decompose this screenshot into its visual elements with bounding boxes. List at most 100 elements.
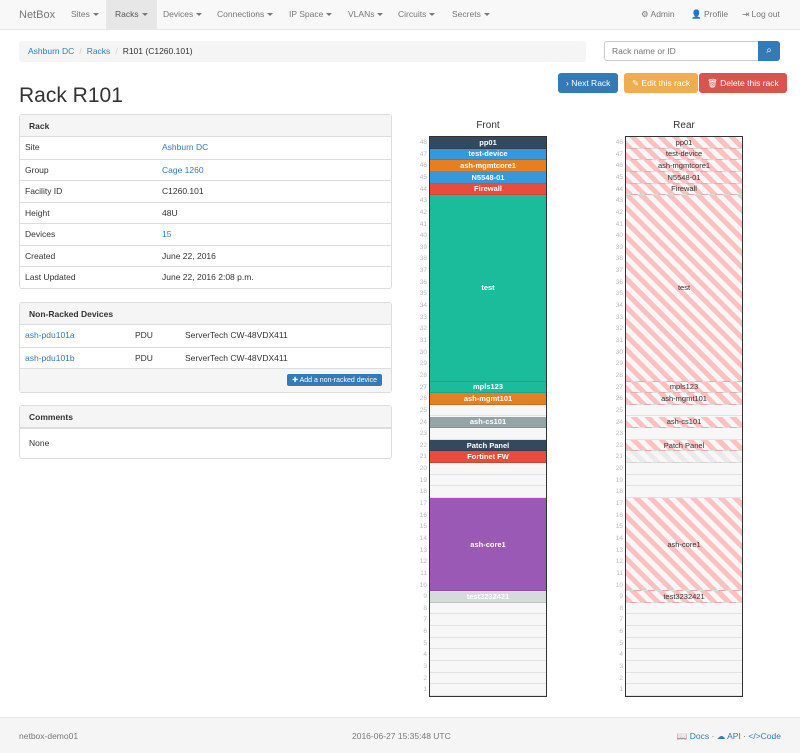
rack-device-rear[interactable]: ash-cs101 [626,416,742,429]
rack-unit[interactable] [626,649,742,662]
unit-number: 4 [619,651,623,659]
rack-unit[interactable] [430,405,546,417]
code-link[interactable]: </>Code [748,731,781,741]
unit-number: 22 [419,441,427,449]
edit-rack-button[interactable]: ✎ Edit this rack [624,73,699,93]
unit-number: 40 [419,232,427,240]
search-button[interactable]: ⌕ [758,41,780,61]
rack-device-rear[interactable]: test-device [626,148,742,161]
brand[interactable]: NetBox [19,9,56,21]
nav-vlans[interactable]: VLANs [339,0,392,29]
rack-unit[interactable] [430,649,546,662]
nav-sites[interactable]: Sites [62,0,108,29]
attr-value[interactable]: Cage 1260 [162,164,204,175]
rack-device-rear[interactable]: ash-mgmt101 [626,393,742,405]
rack-unit[interactable] [626,626,742,638]
profile-link[interactable]: 👤 Profile [691,9,729,19]
rack-device-front[interactable]: ash-core1 [430,498,546,592]
rack-device-front[interactable]: Patch Panel [430,439,546,452]
rack-device-rear[interactable]: test [626,195,742,382]
add-nonracked-button[interactable]: ✚ Add a non-racked device [287,374,382,386]
footer-host: netbox-demo01 [19,731,79,741]
rack-device-front[interactable]: Fortinet FW [430,451,546,464]
rack-device-front[interactable]: ash-cs101 [430,416,546,429]
rack-device-rear[interactable] [626,451,742,464]
next-rack-button[interactable]: › Next Rack [558,73,619,93]
caret-down-icon [92,13,99,17]
rack-unit[interactable] [430,626,546,638]
rack-unit[interactable] [430,475,546,487]
rack-unit[interactable] [626,405,742,417]
rack-unit[interactable] [430,684,546,696]
nav-ip-space[interactable]: IP Space [280,0,341,29]
rack-device-rear[interactable]: ash-core1 [626,498,742,592]
unit-number: 30 [615,348,623,356]
rack-unit[interactable] [626,614,742,627]
panel-heading: Rack [20,115,391,137]
panel-heading: Comments [20,406,391,428]
rack-device-front[interactable]: N5548-01 [430,171,546,184]
rack-unit[interactable] [626,486,742,499]
unit-number: 37 [615,267,623,275]
nonracked-row: ash-pdu101b PDU ServerTech CW-48VDX411 [20,346,391,369]
rack-unit[interactable] [626,428,742,440]
device-link[interactable]: ash-pdu101b [25,352,75,363]
rack-attr-row: Height 48U [20,201,391,224]
rack-unit[interactable] [626,661,742,673]
attr-value[interactable]: 15 [162,229,172,239]
nav-secrets[interactable]: Secrets [443,0,499,29]
rack-unit[interactable] [626,638,742,650]
rack-unit[interactable] [430,661,546,673]
rack-device-front[interactable]: test-device [430,148,546,161]
rack-device-front[interactable]: pp01 [430,137,546,149]
rack-unit[interactable] [626,673,742,685]
rack-unit[interactable] [626,684,742,696]
rack-unit[interactable] [430,428,546,440]
rack-device-front[interactable]: ash-mgmt101 [430,393,546,405]
rack-unit[interactable] [626,603,742,615]
rack-unit[interactable] [430,614,546,627]
unit-number: 48 [615,139,623,146]
breadcrumb-racks[interactable]: Racks [86,46,111,56]
nav-racks[interactable]: Racks [106,0,157,29]
comments-body: None [20,428,391,458]
rack-device-front[interactable]: mpls123 [430,381,546,394]
api-link[interactable]: ☁ API [716,731,741,741]
nav-devices[interactable]: Devices [154,0,211,29]
rack-device-front[interactable]: test [430,195,546,382]
admin-link[interactable]: ⚙ Admin [641,9,675,19]
docs-link[interactable]: 📖 Docs [676,731,710,741]
rack-search-input[interactable] [604,41,759,61]
unit-number: 24 [615,418,623,426]
rack-device-rear[interactable]: Patch Panel [626,439,742,452]
device-link[interactable]: ash-pdu101a [25,330,75,340]
unit-number: 39 [419,243,427,251]
rack-unit[interactable] [626,475,742,487]
unit-number: 21 [419,453,427,461]
attr-label: Facility ID [25,186,63,196]
breadcrumb-site[interactable]: Ashburn DC [28,46,75,56]
rack-device-rear[interactable]: mpls123 [626,381,742,394]
rack-device-front[interactable]: Firewall [430,183,546,196]
rack-device-front[interactable]: ash-mgmtcore1 [430,160,546,172]
rack-unit[interactable] [626,463,742,475]
rack-device-rear[interactable]: ash-mgmtcore1 [626,160,742,172]
rack-unit[interactable] [430,638,546,650]
rack-device-rear[interactable]: N5548-01 [626,171,742,184]
rack-device-rear[interactable]: pp01 [626,137,742,149]
unit-number: 23 [419,430,427,438]
rack-device-rear[interactable]: Firewall [626,183,742,196]
nav-circuits[interactable]: Circuits [389,0,444,29]
delete-rack-button[interactable]: 🗑 Delete this rack [699,73,787,93]
attr-value[interactable]: Ashburn DC [162,142,209,152]
rack-device-rear[interactable]: test3232421 [626,591,742,603]
unit-number: 2 [423,674,427,682]
rack-device-front[interactable]: test3232421 [430,591,546,603]
logout-link[interactable]: ⇥ Log out [742,9,780,19]
rack-unit[interactable] [430,673,546,685]
rack-unit[interactable] [430,486,546,499]
unit-number: 35 [615,290,623,298]
rack-unit[interactable] [430,603,546,615]
nav-connections[interactable]: Connections [208,0,282,29]
rack-unit[interactable] [430,463,546,475]
